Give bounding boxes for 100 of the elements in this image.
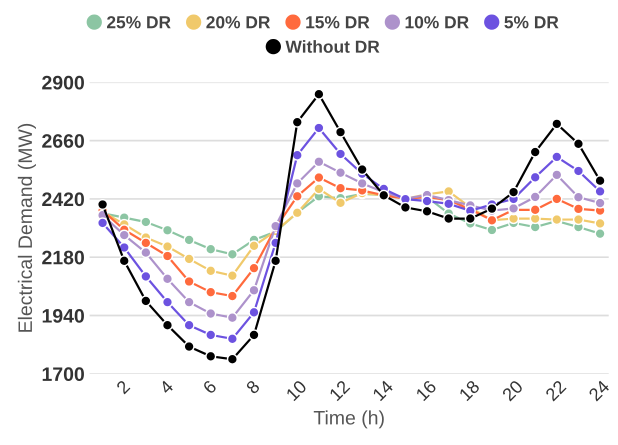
legend-label: 25% DR xyxy=(107,16,171,28)
x-tick-label: 22 xyxy=(544,380,567,402)
point xyxy=(97,217,108,229)
point xyxy=(140,247,152,258)
point xyxy=(530,204,541,216)
point xyxy=(226,270,238,282)
point xyxy=(118,242,130,254)
point xyxy=(162,224,174,236)
point xyxy=(184,276,195,288)
point xyxy=(313,183,324,195)
point xyxy=(594,218,606,230)
legend-label: 20% DR xyxy=(206,16,270,28)
y-tick-label: 1700 xyxy=(42,367,84,382)
point xyxy=(530,172,541,183)
point xyxy=(140,237,152,248)
legend-label: 10% DR xyxy=(406,16,469,28)
point xyxy=(530,146,541,158)
point xyxy=(205,244,216,255)
point xyxy=(443,213,454,224)
point xyxy=(313,88,324,100)
y-axis-title: Electrical Demand (MW) xyxy=(18,124,36,332)
point xyxy=(594,186,606,197)
point xyxy=(118,255,130,266)
point xyxy=(594,228,606,240)
y-tick-label: 2420 xyxy=(42,192,84,206)
point xyxy=(530,191,541,203)
point xyxy=(140,270,152,282)
point xyxy=(551,193,562,204)
point xyxy=(162,273,174,284)
legend-label: Without DR xyxy=(285,40,380,53)
point xyxy=(248,284,260,296)
point xyxy=(140,295,152,306)
y-tick-label: 1940 xyxy=(42,308,84,323)
point xyxy=(508,186,520,198)
point xyxy=(443,198,454,210)
x-tick-label: 24 xyxy=(588,379,610,402)
legend-label: 15% DR xyxy=(306,16,370,28)
x-tick-label: 8 xyxy=(245,380,260,395)
point xyxy=(226,333,238,344)
point xyxy=(97,198,108,210)
point xyxy=(226,312,238,324)
x-tick-label: 4 xyxy=(158,380,174,395)
point xyxy=(334,197,346,208)
point xyxy=(205,286,216,298)
point xyxy=(313,122,324,134)
point xyxy=(334,182,346,194)
point xyxy=(226,354,238,365)
y-tick-label: 2660 xyxy=(42,134,84,148)
point xyxy=(162,296,174,308)
point xyxy=(248,306,260,318)
point xyxy=(572,138,584,150)
x-tick-label: 6 xyxy=(202,380,218,394)
x-tick-label: 12 xyxy=(328,380,350,402)
legend-label: 5% DR xyxy=(504,16,559,28)
point xyxy=(464,213,476,224)
point xyxy=(162,320,174,331)
point xyxy=(248,240,260,252)
point xyxy=(184,341,195,352)
point xyxy=(313,156,324,168)
point xyxy=(140,216,152,228)
point xyxy=(205,265,216,276)
point xyxy=(205,308,216,320)
x-tick-label: 20 xyxy=(501,379,524,402)
point xyxy=(292,150,303,161)
point xyxy=(551,151,562,162)
point xyxy=(118,230,130,241)
y-tick-label: 2900 xyxy=(42,76,84,90)
point xyxy=(356,178,368,189)
point xyxy=(313,172,324,184)
point xyxy=(421,196,433,207)
x-tick-label: 16 xyxy=(415,380,438,402)
point xyxy=(226,290,238,302)
point xyxy=(334,167,346,178)
point xyxy=(334,126,346,138)
point xyxy=(248,329,260,340)
point xyxy=(572,214,584,226)
point xyxy=(292,116,303,128)
point xyxy=(184,296,195,308)
point xyxy=(551,118,562,130)
point xyxy=(421,206,433,217)
point xyxy=(292,190,303,202)
point xyxy=(162,250,174,262)
point xyxy=(292,178,303,189)
point xyxy=(551,169,562,180)
point xyxy=(572,203,584,214)
y-tick-label: 2180 xyxy=(42,250,84,264)
x-tick-label: 18 xyxy=(458,380,480,402)
x-tick-label: 10 xyxy=(286,379,308,402)
point xyxy=(226,248,238,260)
point xyxy=(594,175,606,186)
point xyxy=(270,255,282,266)
point xyxy=(356,164,368,176)
point xyxy=(248,262,260,274)
point xyxy=(400,202,411,213)
point xyxy=(205,350,216,362)
x-axis-title: Time (h) xyxy=(314,410,384,428)
point xyxy=(184,320,195,331)
x-tick-label: 14 xyxy=(372,380,394,402)
point xyxy=(334,148,346,160)
point xyxy=(205,329,216,340)
